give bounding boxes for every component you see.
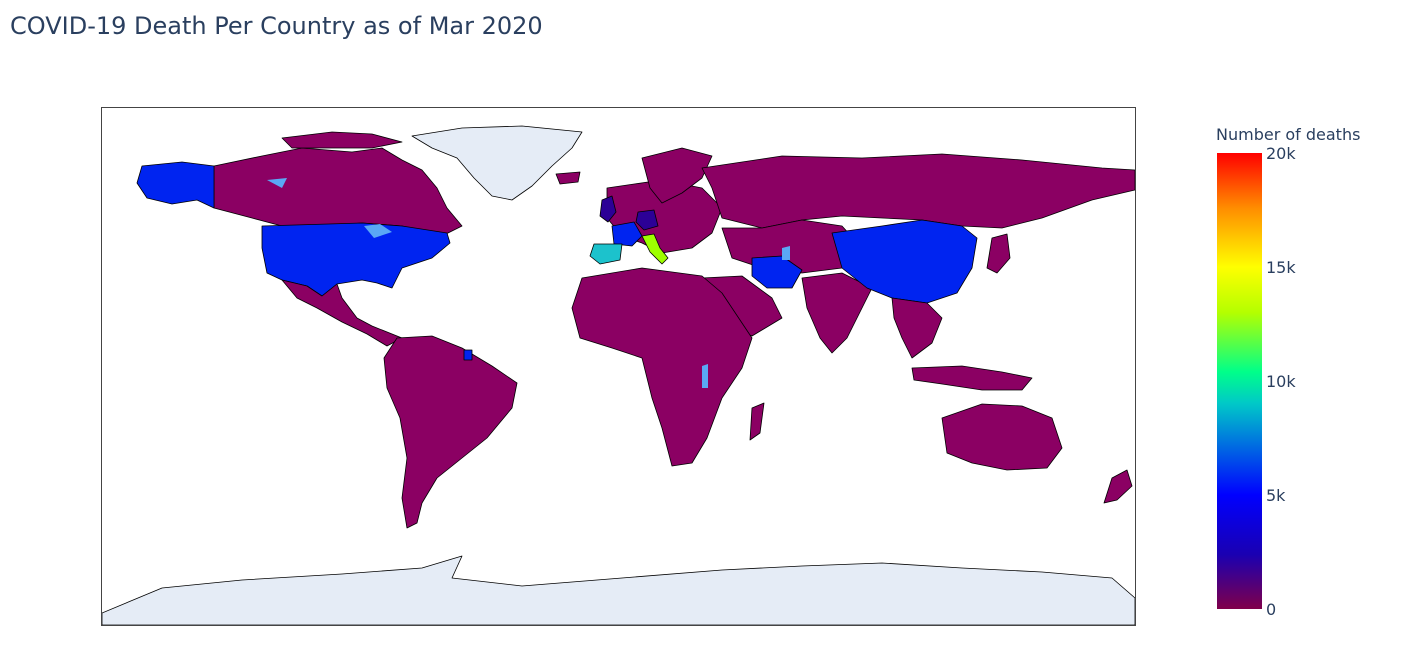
south-america-region	[383, 335, 518, 529]
italy-region	[641, 233, 669, 265]
indonesia-region	[911, 365, 1033, 391]
mexico-region	[281, 279, 403, 347]
great-lakes	[364, 224, 392, 238]
african-lakes	[702, 364, 708, 388]
canada-region	[213, 147, 463, 237]
greenland-region	[411, 125, 583, 201]
arctic-islands	[281, 131, 403, 149]
southeast-asia-region	[891, 297, 943, 359]
world-map[interactable]	[101, 107, 1136, 626]
spain-region	[589, 243, 623, 265]
usa-region	[261, 222, 451, 297]
australia-region	[941, 403, 1063, 471]
china-region	[831, 219, 978, 304]
japan-region	[986, 233, 1011, 274]
colorbar-tick-0: 0	[1266, 600, 1277, 619]
colorbar	[1217, 153, 1262, 609]
caspian-lake	[782, 246, 790, 260]
madagascar-region	[749, 402, 765, 441]
india-region	[801, 272, 873, 354]
french-guiana-region	[463, 349, 473, 361]
africa-region	[571, 267, 753, 467]
colorbar-tick-20k: 20k	[1266, 144, 1296, 163]
colorbar-tick-15k: 15k	[1266, 258, 1296, 277]
uk-region	[599, 195, 617, 223]
colorbar-tick-10k: 10k	[1266, 372, 1296, 391]
antarctica-region	[102, 555, 1135, 625]
alaska-region	[136, 161, 215, 209]
colorbar-title: Number of deaths	[1216, 125, 1361, 144]
france-region	[611, 221, 643, 247]
canadian-lakes	[267, 178, 287, 188]
colorbar-tick-5k: 5k	[1266, 486, 1286, 505]
russia-region	[701, 153, 1135, 229]
new-zealand-region	[1103, 469, 1133, 504]
iceland-region	[555, 171, 581, 185]
scandinavia-region	[641, 147, 713, 204]
germany-region	[635, 209, 659, 231]
map-svg	[102, 125, 1135, 625]
chart-title: COVID-19 Death Per Country as of Mar 202…	[10, 12, 543, 40]
